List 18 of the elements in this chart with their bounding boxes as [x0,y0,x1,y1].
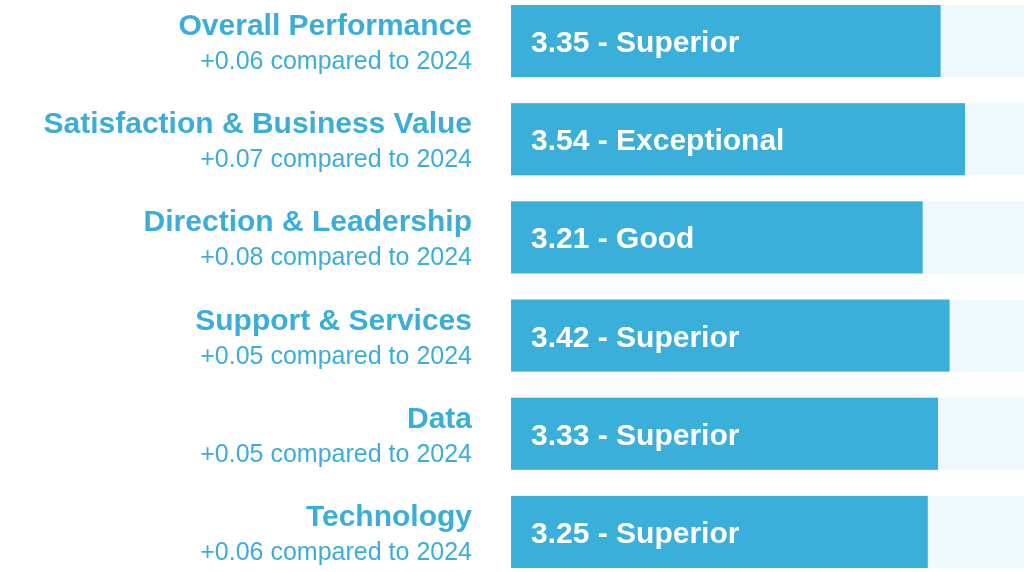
text: +0.06 compared to 2024 [200,536,473,565]
data-label: 3.25 - Superior [531,515,740,549]
data-label: 3.21 - Good [531,221,695,255]
text: +0.05 compared to 2024 [200,438,473,467]
text: +0.07 compared to 2024 [200,144,473,173]
y-tick-label: Satisfaction & Business Value [43,106,472,140]
data-label: 3.54 - Exceptional [531,123,785,157]
data-label: 3.35 - Superior [531,25,740,59]
text: +0.08 compared to 2024 [200,242,473,271]
y-tick-label: Data [406,400,473,434]
text: +0.05 compared to 2024 [200,340,473,369]
y-tick-label: Direction & Leadership [143,204,472,238]
y-tick-label: Overall Performance [178,8,472,41]
data-label: 3.33 - Superior [531,417,740,451]
y-tick-label: Support & Services [195,302,472,336]
y-tick-label: Technology [305,498,473,532]
data-label: 3.42 - Superior [531,319,740,353]
text: +0.06 compared to 2024 [200,46,473,74]
